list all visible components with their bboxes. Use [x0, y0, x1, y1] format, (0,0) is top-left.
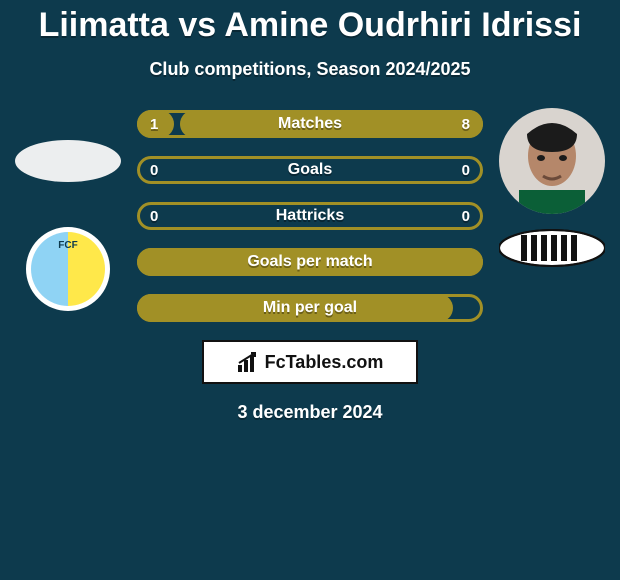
bar-val-right: 8 — [462, 116, 470, 133]
bar-min-per-goal: Min per goal — [137, 294, 483, 322]
svg-text:FCF: FCF — [58, 240, 77, 251]
right-player — [497, 108, 607, 270]
subtitle: Club competitions, Season 2024/2025 — [0, 59, 620, 80]
fctables-icon — [237, 351, 259, 373]
bar-goals-per-match: Goals per match — [137, 248, 483, 276]
bar-label: Hattricks — [276, 207, 344, 225]
left-avatar — [15, 108, 121, 214]
bar-label: Goals — [288, 161, 332, 179]
comparison: FCF 1 Matches 8 0 Goals 0 0 Hattricks 0 … — [0, 108, 620, 322]
bar-label: Goals per match — [247, 253, 372, 271]
left-player: FCF — [13, 108, 123, 312]
stat-bars: 1 Matches 8 0 Goals 0 0 Hattricks 0 Goal… — [137, 108, 483, 322]
left-club-crest: FCF — [25, 226, 111, 312]
fctables-badge: FcTables.com — [202, 340, 418, 384]
right-avatar — [499, 108, 605, 214]
bar-val-left: 0 — [150, 162, 158, 179]
date: 3 december 2024 — [0, 402, 620, 423]
bar-val-left: 1 — [150, 116, 158, 133]
right-club-crest — [499, 226, 605, 270]
bar-val-right: 0 — [462, 162, 470, 179]
bar-matches: 1 Matches 8 — [137, 110, 483, 138]
bar-goals: 0 Goals 0 — [137, 156, 483, 184]
bar-label: Matches — [278, 115, 342, 133]
bar-val-left: 0 — [150, 208, 158, 225]
bar-label: Min per goal — [263, 299, 357, 317]
bar-val-right: 0 — [462, 208, 470, 225]
fctables-text: FcTables.com — [265, 352, 384, 373]
bar-hattricks: 0 Hattricks 0 — [137, 202, 483, 230]
page-title: Liimatta vs Amine Oudrhiri Idrissi — [0, 0, 620, 45]
